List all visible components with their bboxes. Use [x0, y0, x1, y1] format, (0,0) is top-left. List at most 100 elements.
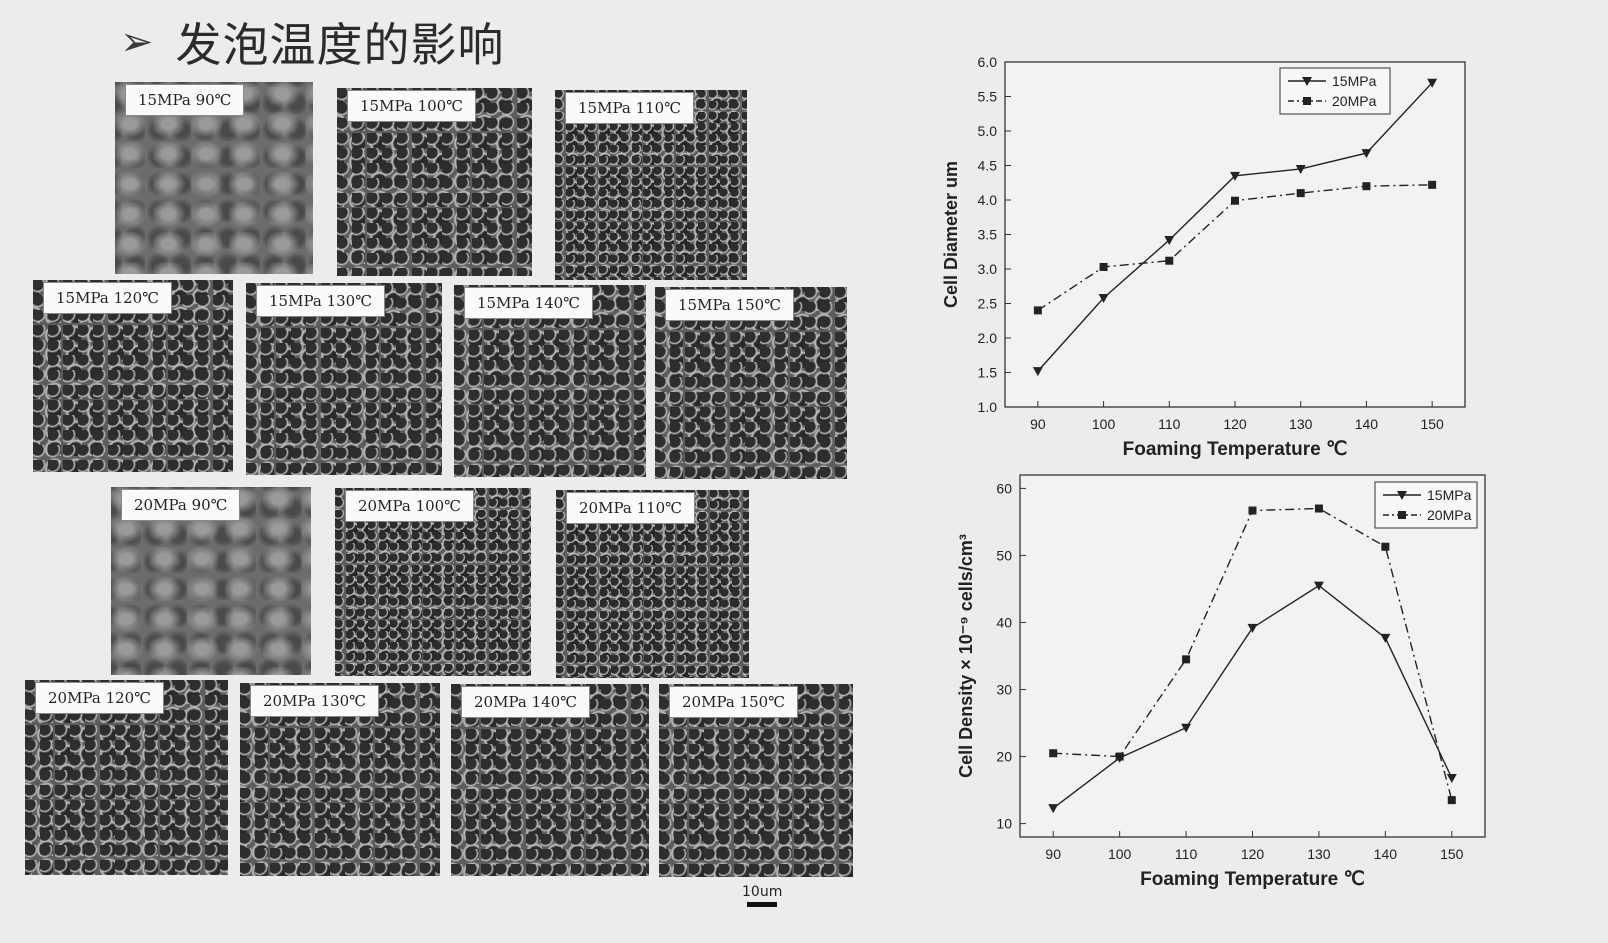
x-tick-label: 110	[1175, 846, 1198, 862]
data-point	[1446, 774, 1457, 784]
data-point	[1182, 655, 1191, 664]
scale-bar-line	[747, 902, 778, 907]
legend-label: 20MPa	[1427, 507, 1472, 523]
data-point	[1181, 723, 1192, 733]
x-tick-label: 140	[1355, 416, 1379, 432]
slide-title-text: 发泡温度的影响	[175, 18, 505, 72]
legend-marker	[1398, 511, 1406, 519]
sem-image: 15MPa 120℃	[33, 280, 233, 472]
data-point	[1361, 149, 1372, 159]
data-point	[1428, 180, 1437, 189]
sem-image: 20MPa 140℃	[451, 684, 649, 876]
legend-label: 20MPa	[1332, 93, 1377, 109]
sem-image: 20MPa 100℃	[335, 488, 531, 676]
data-point	[1098, 293, 1109, 303]
y-tick-label: 3.5	[978, 227, 998, 243]
legend-label: 15MPa	[1427, 487, 1472, 503]
sem-image-label: 20MPa 150℃	[669, 686, 798, 718]
y-tick-label: 1.0	[978, 399, 998, 415]
x-tick-label: 140	[1374, 846, 1398, 862]
plot-frame	[1019, 474, 1486, 838]
data-point	[1313, 581, 1324, 591]
y-tick-label: 6.0	[978, 54, 998, 70]
legend-marker	[1303, 97, 1311, 105]
y-tick-label: 10	[996, 816, 1012, 832]
sem-image-label: 15MPa 110℃	[565, 92, 694, 124]
cell-density-chart: 10 20 30 40 50 60 90 100 110 120 130 140 150 Foaming …	[956, 474, 1486, 890]
sem-image-label: 20MPa 140℃	[461, 686, 590, 718]
data-point	[1295, 164, 1306, 174]
x-tick-label: 150	[1440, 846, 1464, 862]
x-axis-label: Foaming Temperature ℃	[1123, 439, 1348, 460]
data-point	[1362, 182, 1371, 191]
legend-label: 15MPa	[1332, 73, 1377, 89]
sem-image: 20MPa 150℃	[659, 684, 853, 877]
legend-marker	[1302, 77, 1312, 86]
data-point	[1099, 262, 1108, 271]
sem-image: 15MPa 140℃	[454, 285, 646, 477]
x-tick-label: 100	[1108, 846, 1132, 862]
data-point	[1049, 749, 1058, 758]
sem-image: 15MPa 130℃	[246, 283, 442, 475]
y-tick-label: 5.0	[978, 123, 998, 139]
y-axis-label: Cell Diameter um	[941, 161, 961, 308]
x-tick-label: 130	[1307, 846, 1331, 862]
y-axis-label: Cell Density × 10⁻⁹ cells/cm³	[956, 534, 976, 778]
data-point	[1380, 633, 1391, 643]
sem-image-label: 20MPa 90℃	[121, 489, 241, 521]
sem-image: 20MPa 120℃	[25, 680, 228, 875]
scale-bar-label: 10um	[742, 884, 783, 900]
y-tick-label: 4.0	[978, 192, 998, 208]
sem-image-label: 15MPa 90℃	[125, 84, 245, 116]
data-point	[1033, 306, 1042, 315]
x-tick-label: 120	[1223, 416, 1247, 432]
sem-image: 20MPa 130℃	[240, 683, 440, 876]
y-tick-label: 60	[996, 480, 1012, 496]
sem-image: 15MPa 150℃	[655, 287, 847, 479]
y-tick-label: 40	[996, 614, 1012, 630]
y-tick-label: 5.5	[978, 89, 998, 105]
sem-image-label: 15MPa 130℃	[256, 285, 385, 317]
data-point	[1032, 367, 1043, 377]
chart-legend	[1279, 67, 1391, 115]
sem-image-label: 20MPa 100℃	[345, 490, 474, 522]
x-tick-label: 130	[1289, 416, 1313, 432]
data-point	[1230, 171, 1240, 181]
sem-image-label: 20MPa 130℃	[250, 685, 379, 717]
sem-image-label: 15MPa 140℃	[464, 287, 593, 319]
y-tick-label: 4.5	[978, 158, 998, 174]
y-tick-label: 2.0	[978, 330, 998, 346]
data-point	[1165, 256, 1174, 265]
x-tick-label: 120	[1241, 846, 1265, 862]
x-tick-label: 90	[1030, 416, 1046, 432]
x-tick-label: 90	[1045, 846, 1061, 862]
y-tick-label: 50	[996, 547, 1012, 563]
data-point	[1296, 189, 1305, 198]
sem-image-label: 15MPa 100℃	[347, 90, 476, 122]
x-axis-label: Foaming Temperature ℃	[1140, 869, 1365, 890]
sem-image: 15MPa 100℃	[337, 88, 532, 276]
sem-image-label: 20MPa 120℃	[35, 682, 164, 714]
scale-bar: 10um	[742, 884, 782, 907]
arrow-bullet-icon: ➢	[120, 19, 154, 65]
x-tick-label: 150	[1420, 416, 1444, 432]
x-tick-label: 110	[1158, 416, 1181, 432]
data-point	[1048, 804, 1059, 814]
sem-image-label: 15MPa 150℃	[665, 289, 794, 321]
y-tick-label: 1.5	[978, 365, 998, 381]
plot-frame	[1004, 61, 1466, 408]
y-tick-label: 3.0	[978, 261, 998, 277]
sem-image-label: 20MPa 110℃	[566, 492, 695, 524]
sem-image: 15MPa 90℃	[115, 82, 313, 274]
y-tick-label: 20	[996, 749, 1012, 765]
y-tick-label: 2.5	[978, 296, 998, 312]
data-point	[1248, 506, 1257, 515]
data-point	[1247, 623, 1258, 633]
data-point	[1115, 752, 1124, 761]
sem-image-label: 15MPa 120℃	[43, 282, 172, 314]
legend-marker	[1397, 491, 1407, 500]
sem-image: 15MPa 110℃	[555, 90, 747, 280]
data-point	[1381, 542, 1390, 551]
data-point	[1447, 796, 1456, 805]
y-tick-label: 30	[996, 682, 1012, 698]
